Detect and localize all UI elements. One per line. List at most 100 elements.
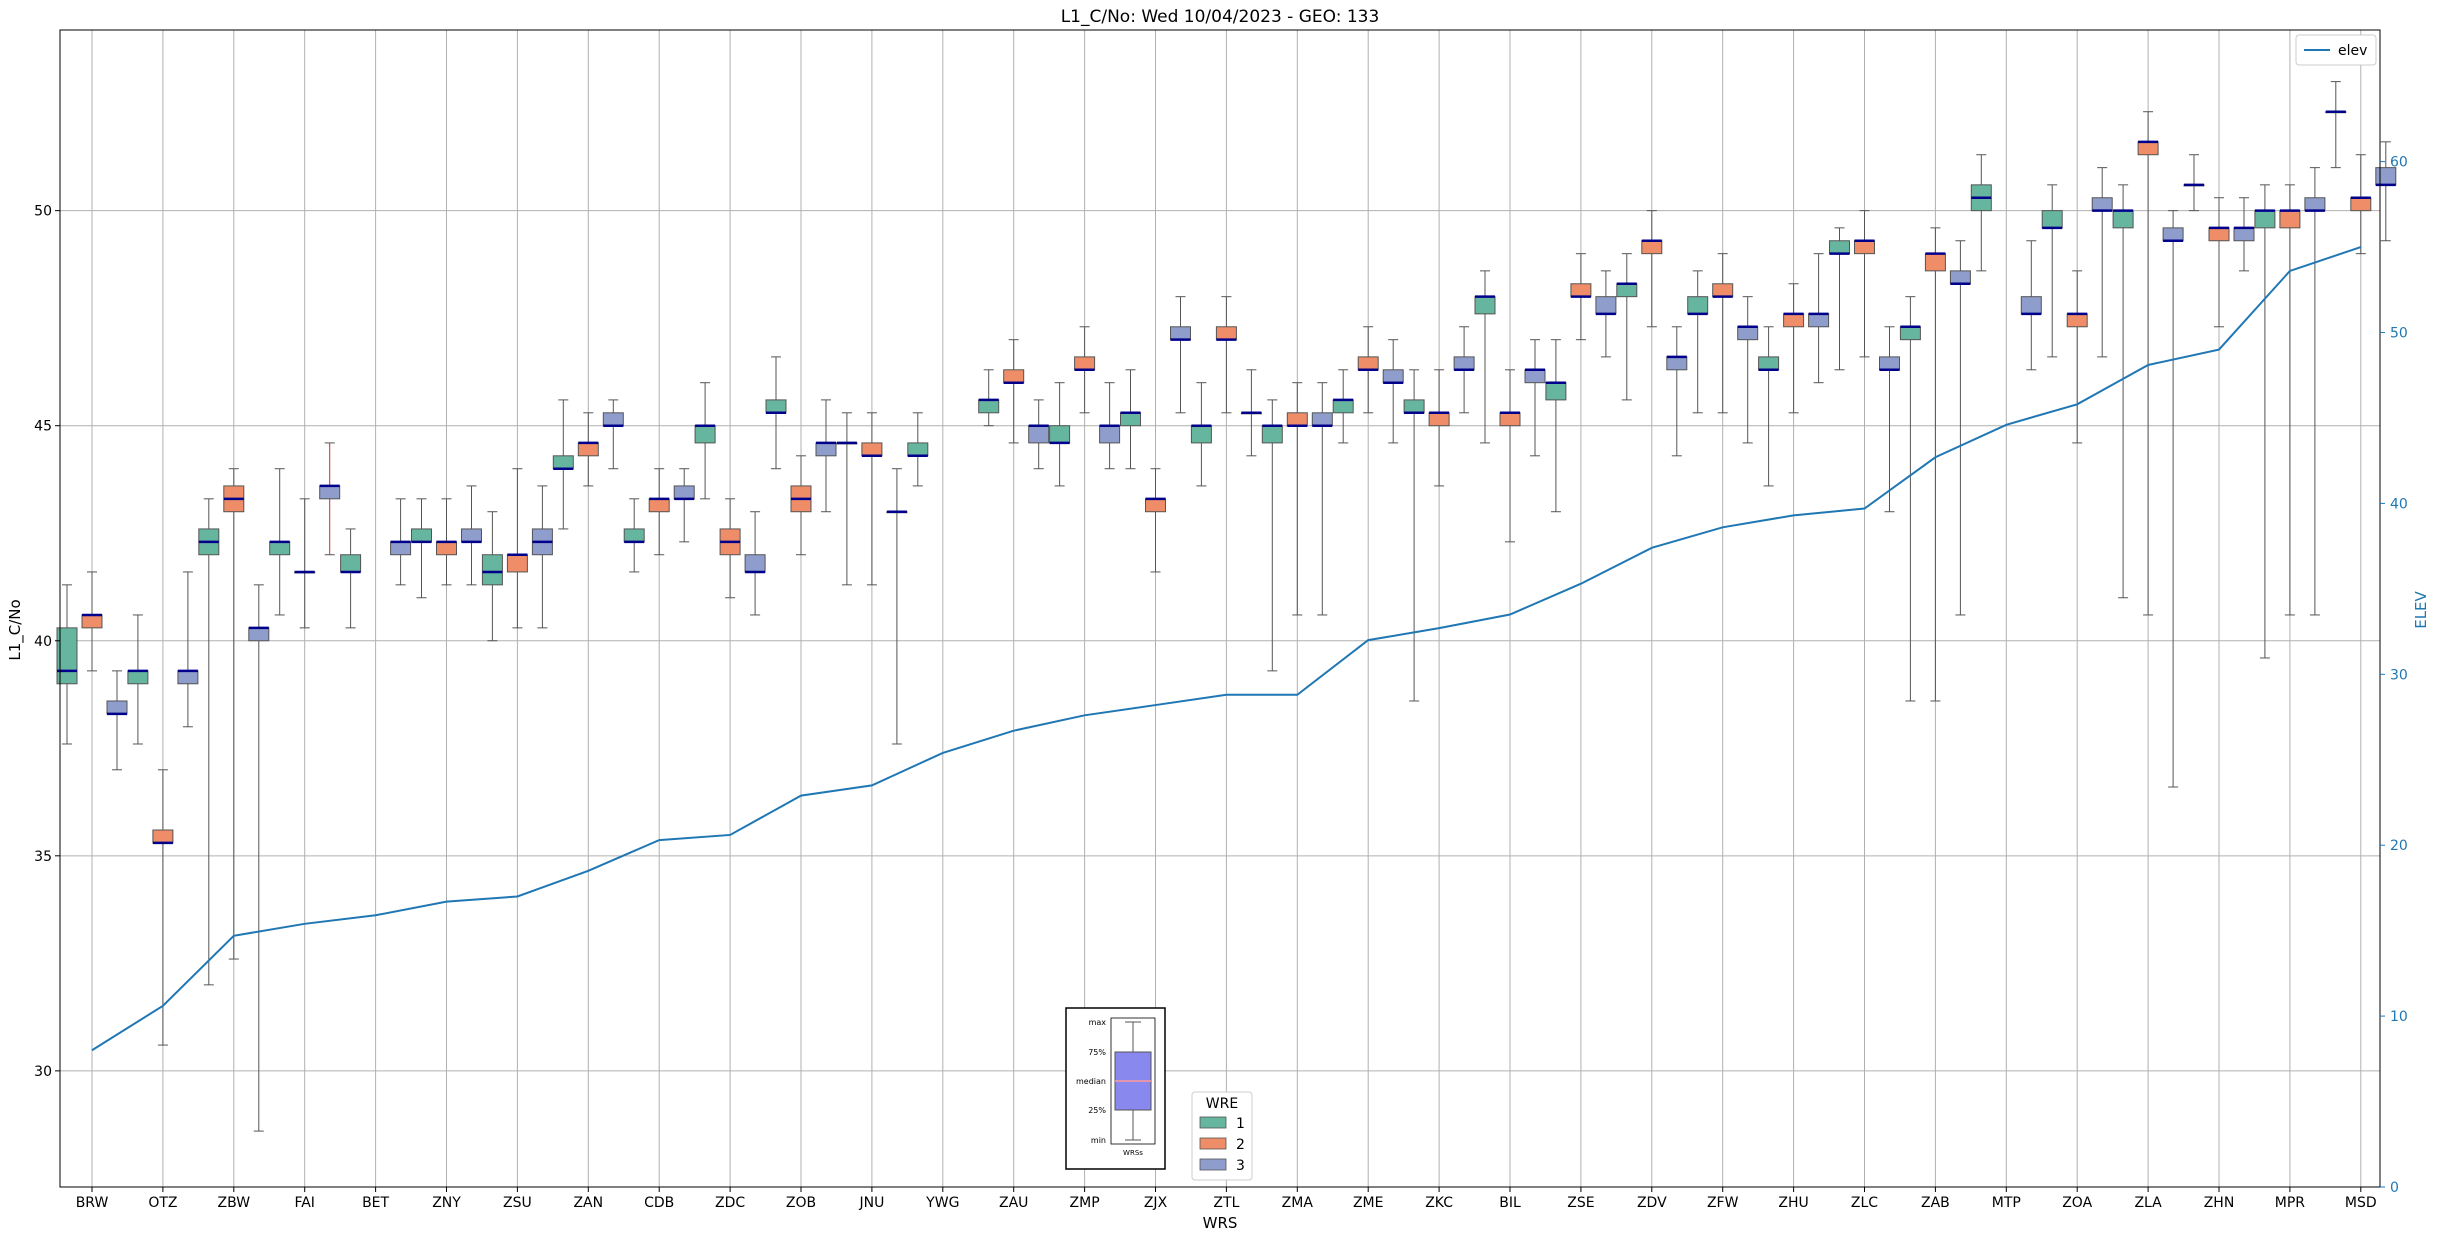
box [248, 627, 270, 642]
box [602, 412, 624, 427]
x-tick-label: CDB [644, 1195, 674, 1211]
box [2112, 210, 2134, 229]
box [1311, 412, 1333, 427]
box [552, 455, 574, 470]
box-key-label: median [1076, 1077, 1106, 1086]
x-tick-label: ZME [1353, 1195, 1384, 1211]
box [815, 442, 837, 457]
x-tick-label: ZSE [1567, 1195, 1594, 1211]
x-tick-label: ZOA [2062, 1195, 2092, 1211]
box-key-xlabel: WRSs [1123, 1149, 1143, 1157]
box [2254, 210, 2276, 229]
box-key-inner-frame [1110, 1017, 1156, 1145]
box [436, 541, 457, 556]
box [1357, 356, 1379, 371]
box [1261, 425, 1283, 444]
box [1428, 412, 1450, 427]
x-tick-label: ZAN [573, 1195, 603, 1211]
y-tick-label: 35 [34, 849, 52, 865]
x-tick-label: OTZ [148, 1195, 177, 1211]
box [2233, 227, 2255, 242]
y-tick-label: 50 [34, 204, 52, 220]
y2-axis-label: ELEV [2412, 590, 2430, 628]
wre-legend-swatch [1199, 1116, 1227, 1129]
x-tick-label: BIL [1499, 1195, 1521, 1211]
box-key-label: 75% [1088, 1048, 1106, 1057]
plot-frame [59, 29, 2381, 1188]
box [1190, 425, 1212, 444]
box [1545, 382, 1567, 401]
box [1758, 356, 1780, 371]
x-tick-label: FAI [294, 1195, 314, 1211]
box [127, 670, 149, 685]
x-tick-label: ZDC [715, 1195, 745, 1211]
wre-legend-label: 2 [1236, 1137, 1245, 1153]
x-tick-label: ZAU [999, 1195, 1028, 1211]
box [1286, 412, 1308, 427]
box [1808, 313, 1830, 328]
box [673, 485, 695, 500]
box [2066, 313, 2088, 328]
box [1899, 326, 1921, 341]
wre-legend-label: 1 [1236, 1116, 1245, 1132]
box [1879, 356, 1900, 371]
box [481, 554, 503, 586]
x-tick-label: ZSU [503, 1195, 532, 1211]
x-tick-label: BRW [76, 1195, 109, 1211]
box [2304, 197, 2326, 212]
x-tick-label: ZFW [1707, 1195, 1739, 1211]
box [1453, 356, 1475, 371]
box [2091, 197, 2113, 212]
box [623, 528, 645, 543]
x-tick-label: ZHN [2204, 1195, 2235, 1211]
box [177, 670, 199, 685]
box [1666, 356, 1688, 371]
x-axis-label: WRS [1203, 1214, 1238, 1232]
box [390, 541, 412, 556]
y2-tick-label: 40 [2390, 496, 2408, 512]
box [1524, 369, 1546, 384]
box [2350, 197, 2372, 212]
x-tick-label: ZBW [218, 1195, 251, 1211]
x-tick-label: ZDV [1637, 1195, 1667, 1211]
box [2137, 141, 2159, 156]
box [1687, 296, 1709, 315]
box [2162, 227, 2184, 242]
box [765, 399, 787, 414]
box [269, 541, 291, 556]
box [1215, 326, 1237, 341]
box [907, 442, 929, 457]
x-tick-label: JNU [858, 1195, 884, 1211]
x-tick-label: MPR [2275, 1195, 2306, 1211]
wre-legend-title: WRE [1206, 1096, 1238, 1112]
x-tick-label: MSD [2345, 1195, 2377, 1211]
box [1641, 240, 1663, 255]
box [340, 554, 362, 573]
box [1074, 356, 1096, 371]
box [978, 399, 1000, 414]
box [2020, 296, 2042, 315]
box [1712, 283, 1734, 298]
wre-legend-box [1191, 1091, 1253, 1181]
x-tick-label: ZAB [1921, 1195, 1950, 1211]
box [506, 554, 528, 573]
box [577, 442, 599, 457]
y2-tick-label: 0 [2390, 1180, 2399, 1196]
x-tick-label: ZNY [432, 1195, 461, 1211]
wre-legend: WRE 1 2 3 [1191, 1091, 1253, 1181]
box [861, 442, 883, 457]
box [1403, 399, 1425, 414]
box [152, 829, 174, 844]
elev-legend-label: elev [2338, 43, 2367, 59]
y-tick-label: 45 [34, 419, 52, 435]
box [1170, 326, 1191, 341]
y-axis-label: L1_C/No [6, 599, 25, 660]
box [648, 498, 670, 513]
box [106, 700, 128, 715]
x-tick-label: MTP [1992, 1195, 2021, 1211]
elev-line [91, 246, 2362, 1052]
y2-tick-label: 50 [2390, 325, 2408, 341]
box [1145, 498, 1166, 513]
box [744, 554, 766, 573]
elev-legend-box [2295, 34, 2377, 66]
